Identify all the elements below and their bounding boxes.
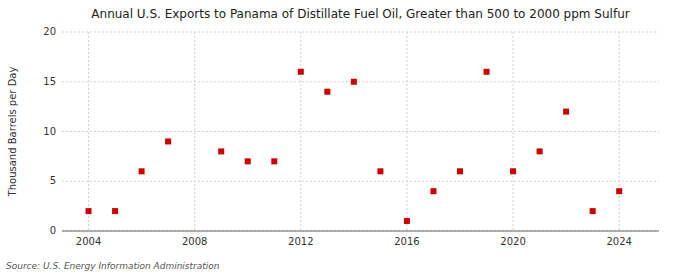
points (86, 69, 623, 224)
y-tick-label: 10 (43, 126, 56, 137)
y-tick-label: 5 (50, 175, 56, 186)
x-tick-label: 2012 (288, 236, 313, 247)
x-tick-label: 2024 (606, 236, 631, 247)
point (324, 89, 330, 95)
grid-line-x (300, 32, 301, 231)
y-tick-label: 0 (50, 225, 56, 236)
point (484, 69, 490, 75)
grid (62, 32, 659, 231)
grid-line-y (62, 231, 659, 232)
x-tick-label: 2004 (76, 236, 101, 247)
x-tick-label: 2008 (182, 236, 207, 247)
grid-line-x (406, 32, 407, 231)
point (271, 158, 277, 164)
x-tick-label: 2020 (500, 236, 525, 247)
grid-line-y (62, 32, 659, 33)
point (218, 148, 224, 154)
point (139, 168, 145, 174)
point (165, 138, 171, 144)
x-tick-label: 2016 (394, 236, 419, 247)
source: Source: U.S. Energy Information Administ… (6, 261, 220, 271)
grid-line-x (513, 32, 514, 231)
point (510, 168, 516, 174)
grid-line-x (88, 32, 89, 231)
grid-line-x (619, 32, 620, 231)
point (563, 109, 569, 115)
title: Annual U.S. Exports to Panama of Distill… (91, 7, 629, 21)
point (457, 168, 463, 174)
grid-line-y (62, 181, 659, 182)
x-axis-line (62, 231, 659, 232)
chart: 0 5 10 15 20 2004 2008 2012 2016 2020 2024 Annual U… (0, 0, 675, 275)
point (245, 158, 251, 164)
point (377, 168, 383, 174)
grid-line-y (62, 81, 659, 82)
point (537, 148, 543, 154)
point (590, 208, 596, 214)
grid-line-y (62, 131, 659, 132)
y-tick-label: 20 (43, 26, 56, 37)
grid-line-x (194, 32, 195, 231)
point (86, 208, 92, 214)
y-axis-label: Thousand Barrels per Day (7, 67, 18, 198)
point (298, 69, 304, 75)
point (404, 218, 410, 224)
y-tick-label: 15 (43, 76, 56, 87)
point (430, 188, 436, 194)
chart-container: 0 5 10 15 20 2004 2008 2012 2016 2020 2024 Annual U… (0, 0, 675, 275)
point (112, 208, 118, 214)
point (351, 79, 357, 85)
point (616, 188, 622, 194)
